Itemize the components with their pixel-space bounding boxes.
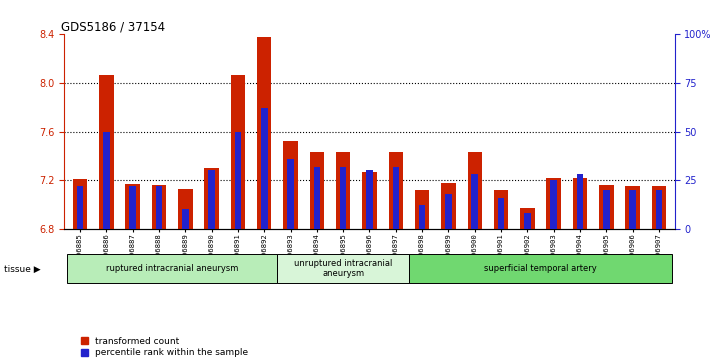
Bar [129,186,136,229]
Bar [99,74,114,229]
Bar [625,186,640,229]
Bar [204,168,219,229]
Bar [652,186,666,229]
Bar [599,185,613,229]
Bar [208,170,215,229]
Text: tissue ▶: tissue ▶ [4,265,40,274]
FancyBboxPatch shape [278,254,409,283]
Bar [520,208,535,229]
Bar [546,178,561,229]
Bar [550,180,557,229]
Bar [393,167,399,229]
Bar [310,152,324,229]
Legend: transformed count, percentile rank within the sample: transformed count, percentile rank withi… [81,337,248,357]
Text: superficial temporal artery: superficial temporal artery [484,264,597,273]
Bar [156,186,162,229]
Bar [573,178,587,229]
FancyBboxPatch shape [67,254,278,283]
Bar [494,190,508,229]
Text: unruptured intracranial
aneurysm: unruptured intracranial aneurysm [294,259,393,278]
Bar [287,159,294,229]
Bar [468,152,482,229]
Bar [471,174,478,229]
Bar [235,132,241,229]
Bar [126,184,140,229]
FancyBboxPatch shape [409,254,672,283]
Bar [603,190,610,229]
Bar [524,213,531,229]
Bar [313,167,320,229]
Bar [261,108,268,229]
Bar [73,179,87,229]
Bar [77,186,84,229]
Bar [231,74,245,229]
Bar [629,190,636,229]
Bar [257,37,271,229]
Bar [178,189,193,229]
Text: ruptured intracranial aneurysm: ruptured intracranial aneurysm [106,264,238,273]
Bar [362,172,377,229]
Bar [419,205,426,229]
Bar [152,185,166,229]
Bar [283,141,298,229]
Bar [577,174,583,229]
Bar [441,183,456,229]
Bar [445,194,452,229]
Text: GDS5186 / 37154: GDS5186 / 37154 [61,20,166,33]
Bar [498,197,504,229]
Bar [340,167,346,229]
Bar [103,132,110,229]
Bar [366,170,373,229]
Bar [182,209,188,229]
Bar [655,190,662,229]
Bar [388,152,403,229]
Bar [415,190,429,229]
Bar [336,152,351,229]
